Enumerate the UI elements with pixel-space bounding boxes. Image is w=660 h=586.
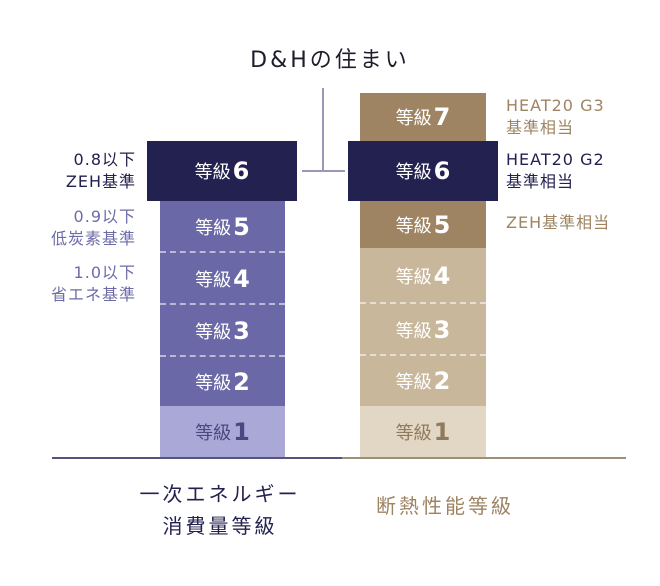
label-energy-saving-standard: 1.0以下 省エネ基準 — [51, 262, 136, 306]
grade-prefix: 等級 — [395, 108, 432, 129]
right-grade-7: 等級 7 — [360, 93, 486, 141]
label-line: 省エネ基準 — [50, 285, 136, 304]
grade-number: 7 — [433, 103, 451, 131]
baseline-left — [52, 457, 342, 459]
grade-prefix: 等級 — [195, 217, 232, 239]
grade-prefix: 等級 — [195, 423, 232, 444]
grade-number: 4 — [233, 264, 250, 293]
grade-prefix: 等級 — [395, 266, 432, 288]
right-grade-5: 等級 5 — [360, 201, 486, 248]
grade-prefix: 等級 — [195, 269, 232, 291]
right-grade-1: 等級 1 — [360, 406, 486, 458]
label-heat20-g3: HEAT20 G3 基準相当 — [506, 95, 605, 139]
grade-prefix: 等級 — [395, 320, 432, 342]
grade-number: 2 — [233, 367, 250, 396]
grade-prefix: 等級 — [195, 321, 232, 343]
left-grade-5: 等級 5 — [160, 201, 285, 252]
label-line: HEAT20 G3 — [506, 96, 605, 115]
label-low-carbon-standard: 0.9以下 低炭素基準 — [51, 206, 136, 250]
grade-number: 6 — [232, 157, 250, 185]
grade-number: 1 — [233, 418, 250, 446]
label-line: ZEH基準相当 — [506, 213, 611, 232]
grade-number: 3 — [233, 316, 250, 345]
label-line: 低炭素基準 — [50, 229, 136, 248]
label-line: ZEH基準 — [65, 172, 136, 191]
label-line: 1.0以下 — [73, 263, 136, 282]
label-heat20-g2: HEAT20 G2 基準相当 — [506, 149, 605, 193]
axis-label-line: 一次エネルギー — [139, 482, 301, 506]
grade-number: 4 — [433, 261, 451, 290]
axis-label-line: 消費量等級 — [162, 514, 278, 538]
left-axis-label: 一次エネルギー 消費量等級 — [100, 478, 340, 542]
right-grade-3: 等級 3 — [360, 302, 486, 355]
label-line: 基準相当 — [506, 172, 575, 191]
diagram-title: D&Hの住まい — [250, 48, 410, 73]
label-line: 基準相当 — [506, 118, 575, 137]
grade-number: 5 — [233, 212, 250, 241]
grade-prefix: 等級 — [194, 162, 231, 183]
left-grade-4: 等級 4 — [160, 251, 285, 304]
label-line: HEAT20 G2 — [506, 150, 605, 169]
grade-number: 5 — [433, 210, 451, 239]
grade-prefix: 等級 — [395, 162, 432, 183]
label-zeh-equivalent: ZEH基準相当 — [506, 212, 610, 234]
grade-prefix: 等級 — [395, 372, 432, 393]
grade-prefix: 等級 — [395, 215, 432, 237]
grade-prefix: 等級 — [395, 423, 432, 444]
right-grade-4: 等級 4 — [360, 248, 486, 303]
left-grade-3: 等級 3 — [160, 303, 285, 356]
label-zeh-standard: 0.8以下 ZEH基準 — [66, 149, 136, 193]
grade-number: 3 — [433, 315, 451, 344]
grade-number: 2 — [433, 367, 451, 395]
right-grade-2: 等級 2 — [360, 354, 486, 406]
baseline-right — [342, 457, 626, 459]
right-axis-label: 断熱性能等級 — [376, 494, 514, 518]
label-line: 0.8以下 — [73, 150, 136, 169]
connector-horizontal — [302, 170, 345, 172]
left-grade-2: 等級 2 — [160, 355, 285, 406]
right-grade-6-highlight: 等級 6 — [348, 141, 498, 201]
grade-number: 6 — [433, 157, 451, 185]
label-line: 0.9以下 — [73, 207, 136, 226]
left-grade-6-highlight: 等級 6 — [147, 141, 297, 201]
left-grade-1: 等級 1 — [160, 406, 285, 458]
grade-number: 1 — [433, 418, 451, 446]
connector-vertical — [322, 88, 324, 172]
grade-prefix: 等級 — [195, 372, 232, 394]
